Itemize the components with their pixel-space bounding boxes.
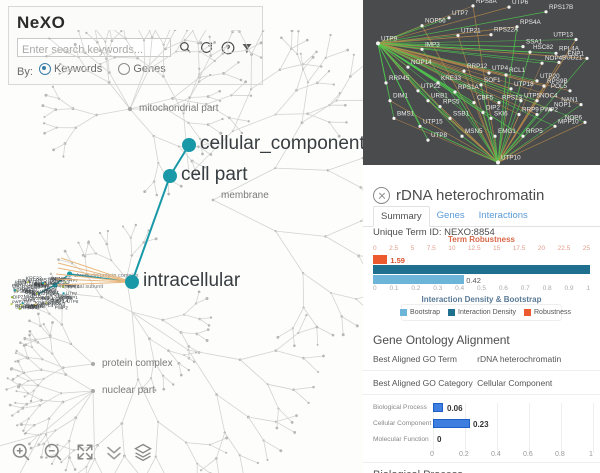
svg-text:UTP10: UTP10 <box>501 155 521 162</box>
svg-text:PWP2: PWP2 <box>540 107 558 114</box>
svg-text:CBF5: CBF5 <box>477 95 494 102</box>
svg-text:UTP22: UTP22 <box>421 83 441 90</box>
svg-text:SOF1: SOF1 <box>484 77 501 84</box>
svg-text:UTP15: UTP15 <box>423 118 443 125</box>
svg-text:ENP1: ENP1 <box>568 50 585 57</box>
svg-text:KRE33: KRE33 <box>441 75 461 82</box>
svg-text:SSB1: SSB1 <box>453 110 470 117</box>
svg-text:NOP56: NOP56 <box>425 18 446 25</box>
svg-text:RPS13: RPS13 <box>502 95 522 102</box>
svg-text:NOP4: NOP4 <box>545 55 563 62</box>
svg-text:UTP5: UTP5 <box>524 93 541 100</box>
svg-text:IMP3: IMP3 <box>425 41 440 48</box>
svg-text:UTP21: UTP21 <box>461 28 481 35</box>
svg-text:UTP9: UTP9 <box>381 35 398 42</box>
svg-text:NOP6: NOP6 <box>565 114 583 121</box>
svg-text:UTP8: UTP8 <box>431 132 448 139</box>
svg-text:UTP6: UTP6 <box>512 0 529 6</box>
svg-text:MSN5: MSN5 <box>465 128 483 135</box>
svg-text:EMG1: EMG1 <box>498 128 516 135</box>
svg-text:NOP14: NOP14 <box>411 59 432 66</box>
svg-text:BMS1: BMS1 <box>397 110 415 117</box>
svg-text:RPS22A: RPS22A <box>494 27 519 34</box>
svg-text:HSC82: HSC82 <box>533 44 554 51</box>
svg-text:RPS8A: RPS8A <box>476 0 497 5</box>
svg-text:RRP5: RRP5 <box>526 128 543 135</box>
svg-text:NOC4: NOC4 <box>540 93 558 100</box>
svg-text:RCL1: RCL1 <box>509 67 526 74</box>
svg-text:RPS5: RPS5 <box>443 99 460 106</box>
svg-text:RPS4A: RPS4A <box>520 19 541 26</box>
svg-text:UTP4: UTP4 <box>492 65 509 72</box>
svg-text:RPS1A: RPS1A <box>458 84 479 91</box>
svg-text:UTP13: UTP13 <box>553 32 573 39</box>
svg-text:RPS17B: RPS17B <box>549 4 573 11</box>
svg-text:UTP7: UTP7 <box>452 10 469 17</box>
svg-text:RPS9B: RPS9B <box>547 78 568 85</box>
svg-text:SKI6: SKI6 <box>494 110 508 117</box>
svg-text:RRP45: RRP45 <box>389 75 410 82</box>
svg-text:RRP12: RRP12 <box>467 63 488 70</box>
svg-text:DIM1: DIM1 <box>393 93 409 100</box>
svg-text:UTP18: UTP18 <box>514 81 534 88</box>
svg-text:RRP9: RRP9 <box>522 107 539 114</box>
